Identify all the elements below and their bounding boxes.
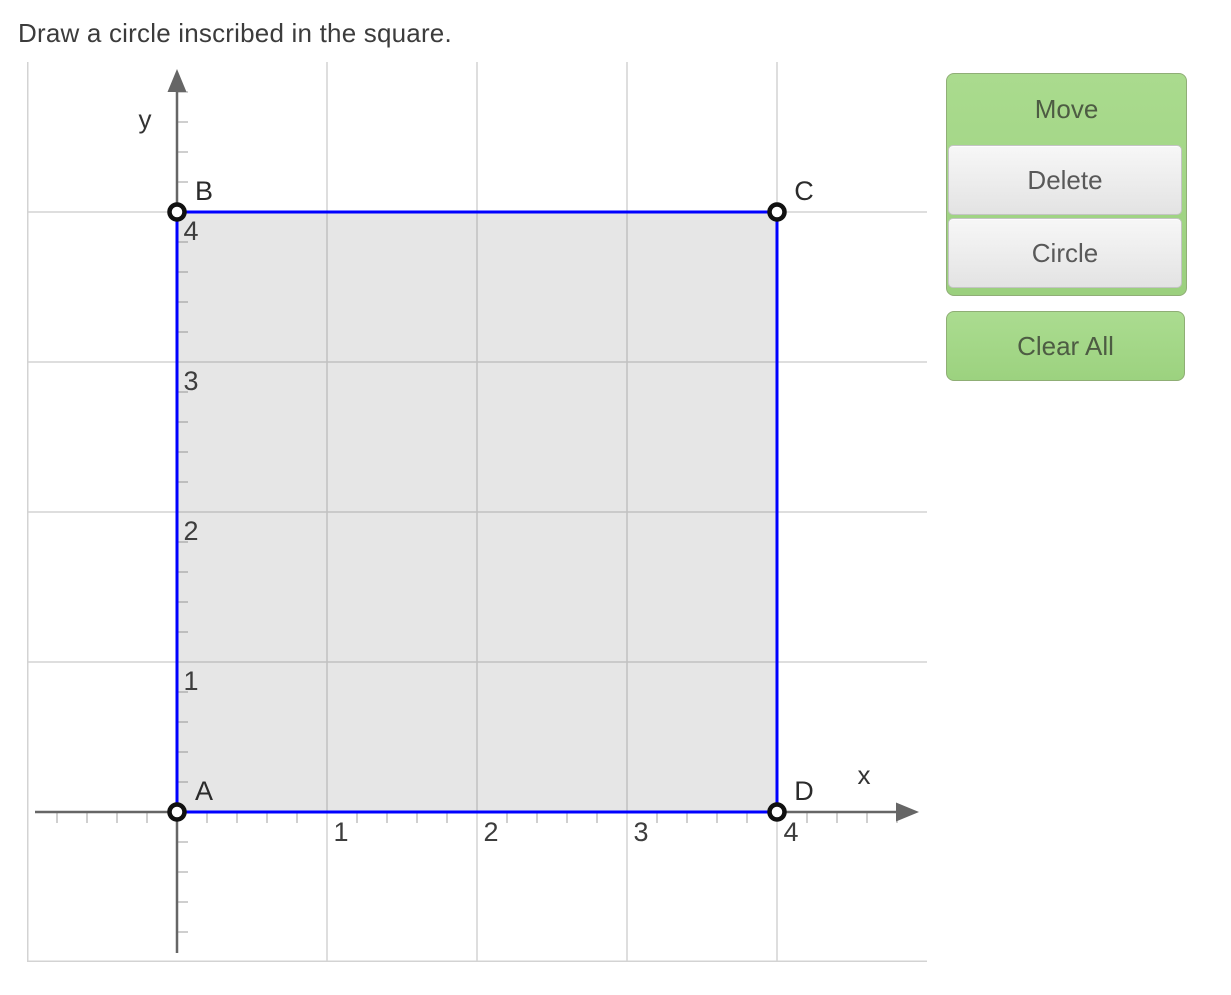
y-axis-label: y — [139, 104, 152, 134]
x-tick-label: 4 — [783, 817, 798, 847]
x-tick-label: 1 — [333, 817, 348, 847]
y-axis-arrow — [167, 69, 187, 92]
square-ABCD[interactable] — [175, 210, 779, 814]
x-tick-label: 2 — [483, 817, 498, 847]
vertex-label-D: D — [794, 776, 814, 806]
axis-minor-ticks — [56, 91, 898, 933]
clear-all-button[interactable]: Clear All — [946, 311, 1185, 381]
vertex-point-B[interactable] — [167, 202, 187, 222]
vertex-label-C: C — [794, 176, 814, 206]
x-tick-label: 3 — [633, 817, 648, 847]
tick-labels: 1 2 3 4 1 2 3 4 — [183, 216, 798, 847]
vertex-label-B: B — [195, 176, 213, 206]
move-button[interactable]: Move — [947, 74, 1186, 145]
y-tick-label: 2 — [183, 516, 198, 546]
y-tick-label: 3 — [183, 366, 198, 396]
circle-button[interactable]: Circle — [948, 218, 1182, 288]
tool-button-group: Move Delete Circle — [946, 73, 1187, 296]
page-title: Draw a circle inscribed in the square. — [18, 18, 452, 48]
vertex-point-C[interactable] — [767, 202, 787, 222]
x-axis-label: x — [858, 760, 871, 790]
graph-canvas[interactable]: 1 2 3 4 1 2 3 4 x y A B C D — [27, 62, 927, 962]
y-tick-label: 1 — [183, 666, 198, 696]
vertex-point-D[interactable] — [767, 802, 787, 822]
y-tick-label: 4 — [183, 216, 198, 246]
vertex-point-A[interactable] — [167, 802, 187, 822]
delete-button[interactable]: Delete — [948, 145, 1182, 215]
x-axis-arrow — [896, 802, 919, 822]
vertex-label-A: A — [195, 776, 213, 806]
